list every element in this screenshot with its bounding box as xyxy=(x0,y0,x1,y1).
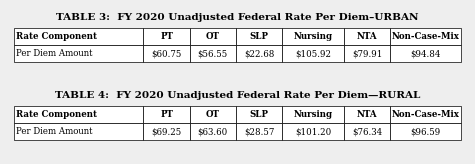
Bar xyxy=(14,106,143,123)
Text: OT: OT xyxy=(206,110,220,119)
Text: $60.75: $60.75 xyxy=(152,49,182,58)
Text: $101.20: $101.20 xyxy=(295,127,331,136)
Bar xyxy=(14,123,143,140)
Bar xyxy=(282,45,344,62)
Text: $105.92: $105.92 xyxy=(295,49,331,58)
Bar xyxy=(236,106,282,123)
Text: Rate Component: Rate Component xyxy=(17,32,97,41)
Text: TABLE 4:  FY 2020 Unadjusted Federal Rate Per Diem—RURAL: TABLE 4: FY 2020 Unadjusted Federal Rate… xyxy=(55,91,420,100)
Text: Non-Case-Mix: Non-Case-Mix xyxy=(391,32,459,41)
Bar xyxy=(390,106,461,123)
Bar xyxy=(236,45,282,62)
Bar xyxy=(282,123,344,140)
Bar xyxy=(143,123,190,140)
Text: TABLE 3:  FY 2020 Unadjusted Federal Rate Per Diem–URBAN: TABLE 3: FY 2020 Unadjusted Federal Rate… xyxy=(56,13,419,22)
Bar xyxy=(143,45,190,62)
Text: PT: PT xyxy=(160,32,173,41)
Bar xyxy=(143,28,190,45)
Text: Per Diem Amount: Per Diem Amount xyxy=(17,127,93,136)
Text: $96.59: $96.59 xyxy=(410,127,441,136)
Text: PT: PT xyxy=(160,110,173,119)
Bar xyxy=(190,123,236,140)
Text: SLP: SLP xyxy=(249,32,268,41)
Bar xyxy=(190,28,236,45)
Text: $56.55: $56.55 xyxy=(198,49,228,58)
Text: SLP: SLP xyxy=(249,110,268,119)
Text: Nursing: Nursing xyxy=(294,110,332,119)
Text: Nursing: Nursing xyxy=(294,32,332,41)
Text: NTA: NTA xyxy=(357,110,377,119)
Bar xyxy=(344,45,390,62)
Text: NTA: NTA xyxy=(357,32,377,41)
Text: Non-Case-Mix: Non-Case-Mix xyxy=(391,110,459,119)
Text: $28.57: $28.57 xyxy=(244,127,274,136)
Text: Per Diem Amount: Per Diem Amount xyxy=(17,49,93,58)
Bar xyxy=(390,28,461,45)
Bar xyxy=(344,28,390,45)
Text: $22.68: $22.68 xyxy=(244,49,274,58)
Bar xyxy=(236,28,282,45)
Text: Rate Component: Rate Component xyxy=(17,110,97,119)
Bar xyxy=(190,106,236,123)
Bar xyxy=(282,28,344,45)
Bar xyxy=(344,123,390,140)
Text: $63.60: $63.60 xyxy=(198,127,228,136)
Text: $76.34: $76.34 xyxy=(352,127,382,136)
Text: $94.84: $94.84 xyxy=(410,49,441,58)
Bar xyxy=(390,45,461,62)
Bar xyxy=(390,123,461,140)
Bar xyxy=(282,106,344,123)
Bar xyxy=(14,45,143,62)
Bar xyxy=(190,45,236,62)
Bar xyxy=(14,28,143,45)
Text: $79.91: $79.91 xyxy=(352,49,382,58)
Bar xyxy=(236,123,282,140)
Bar xyxy=(344,106,390,123)
Text: $69.25: $69.25 xyxy=(152,127,182,136)
Text: OT: OT xyxy=(206,32,220,41)
Bar xyxy=(143,106,190,123)
